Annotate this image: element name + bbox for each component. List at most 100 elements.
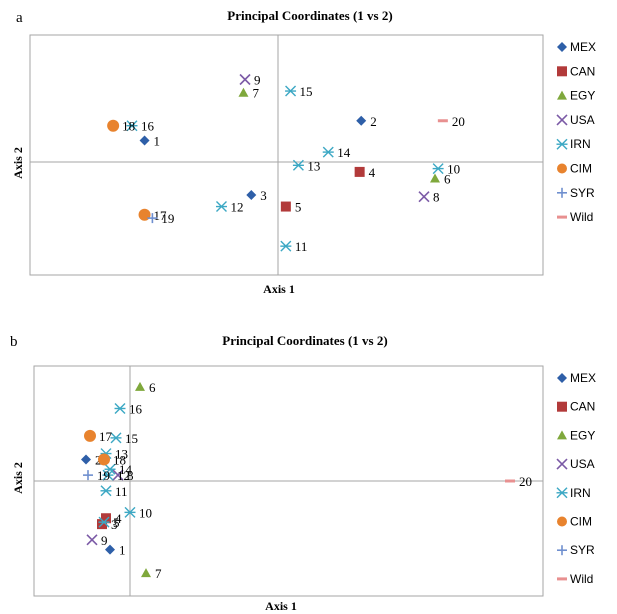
point-18-cim — [107, 119, 120, 132]
legend-marker-syr — [557, 545, 567, 556]
point-label-10: 10 — [139, 505, 152, 520]
point-label-1: 1 — [154, 134, 161, 149]
point-2-mex — [81, 454, 91, 465]
legend-label-egy: EGY — [570, 428, 595, 442]
legend-label-syr: SYR — [570, 186, 595, 200]
chart-title-b: Principal Coordinates (1 vs 2) — [222, 333, 387, 348]
panel-label-a: a — [16, 10, 23, 26]
point-label-16: 16 — [129, 401, 143, 416]
point-label-18: 18 — [122, 119, 135, 134]
point-label-8: 8 — [433, 190, 440, 205]
chart-panel-a: a Principal Coordinates (1 vs 2) Axis 1 … — [11, 8, 544, 296]
point-7-egy — [141, 568, 151, 578]
point-label-17: 17 — [154, 208, 168, 223]
point-label-7: 7 — [252, 86, 259, 101]
point-20-wild — [505, 479, 515, 483]
legend-marker-syr — [557, 187, 567, 198]
point-16-irn — [114, 402, 126, 414]
point-18-cim — [98, 453, 110, 466]
legend-label-syr: SYR — [570, 543, 595, 557]
point-7-egy — [238, 87, 249, 97]
legend-marker-irn — [556, 138, 568, 150]
legend-marker-can — [557, 66, 567, 77]
point-label-20: 20 — [519, 474, 532, 489]
legend-marker-egy — [557, 90, 567, 100]
point-label-2: 2 — [370, 114, 377, 129]
point-label-18: 18 — [113, 452, 126, 467]
point-6-egy — [135, 381, 145, 391]
point-label-6: 6 — [444, 172, 451, 187]
point-label-4: 4 — [115, 511, 122, 526]
legend-marker-mex — [557, 42, 567, 52]
point-10-irn — [124, 506, 136, 518]
point-label-10: 10 — [447, 162, 460, 177]
point-label-19: 19 — [97, 468, 110, 483]
chart-panel-b: b Principal Coordinates (1 vs 2) Axis 1 … — [10, 333, 544, 613]
legend-marker-irn — [556, 487, 568, 499]
point-4-can — [354, 166, 365, 177]
point-17-cim — [138, 208, 151, 221]
point-label-15: 15 — [125, 431, 138, 446]
point-2-mex — [356, 115, 367, 126]
point-label-4: 4 — [369, 165, 376, 180]
plot-frame-a — [29, 34, 544, 276]
point-label-13: 13 — [115, 447, 128, 462]
legend-marker-usa — [556, 114, 568, 126]
legend-label-can: CAN — [570, 400, 595, 414]
point-12-irn — [102, 469, 114, 481]
point-label-11: 11 — [295, 239, 308, 254]
legend-label-usa: USA — [570, 457, 595, 471]
legend-label-cim: CIM — [570, 162, 592, 176]
point-label-8: 8 — [127, 468, 134, 483]
point-6-egy — [430, 173, 440, 183]
point-1-mex — [139, 135, 150, 146]
point-3-mex — [246, 190, 257, 200]
x-axis-label-a: Axis 1 — [263, 282, 295, 296]
legend-label-usa: USA — [570, 113, 595, 127]
point-8-usa — [418, 191, 430, 203]
legend-label-irn: IRN — [570, 486, 591, 500]
legend-label-mex: MEX — [570, 40, 596, 54]
point-label-19: 19 — [161, 211, 174, 226]
chart-title-a: Principal Coordinates (1 vs 2) — [227, 8, 392, 23]
point-label-14: 14 — [119, 462, 133, 477]
point-1-mex — [105, 544, 115, 555]
point-label-7: 7 — [155, 566, 162, 581]
point-14-irn — [322, 146, 334, 158]
point-label-6: 6 — [149, 380, 156, 395]
legend-marker-egy — [557, 430, 567, 440]
point-9-usa — [239, 73, 251, 86]
legend-marker-mex — [557, 373, 567, 383]
legend-marker-usa — [556, 458, 568, 470]
point-label-20: 20 — [452, 114, 465, 129]
point-label-14: 14 — [337, 145, 351, 160]
point-label-11: 11 — [115, 484, 128, 499]
point-label-13: 13 — [307, 158, 320, 173]
point-14-irn — [104, 463, 116, 475]
point-17-cim — [84, 429, 96, 442]
legend-marker-wild — [557, 577, 567, 581]
point-11-irn — [100, 485, 112, 497]
point-label-9: 9 — [101, 533, 108, 548]
legend-marker-wild — [557, 215, 567, 219]
point-label-5: 5 — [295, 200, 302, 215]
legend-label-irn: IRN — [570, 137, 591, 151]
point-label-5: 5 — [113, 515, 120, 530]
point-19-syr — [147, 213, 158, 224]
legend-marker-can — [557, 401, 567, 412]
point-13-irn — [292, 159, 304, 171]
legend-label-egy: EGY — [570, 89, 595, 103]
point-9-usa — [86, 534, 98, 546]
point-19-syr — [83, 470, 93, 481]
point-label-15: 15 — [300, 84, 313, 99]
legend-label-wild: Wild — [570, 572, 593, 586]
legend-marker-cim — [557, 163, 567, 174]
point-11-irn — [280, 240, 292, 252]
point-label-17: 17 — [99, 429, 113, 444]
point-label-3: 3 — [260, 188, 267, 203]
point-5-irn — [98, 516, 110, 528]
point-16-irn — [126, 120, 138, 132]
point-label-16: 16 — [141, 119, 155, 134]
